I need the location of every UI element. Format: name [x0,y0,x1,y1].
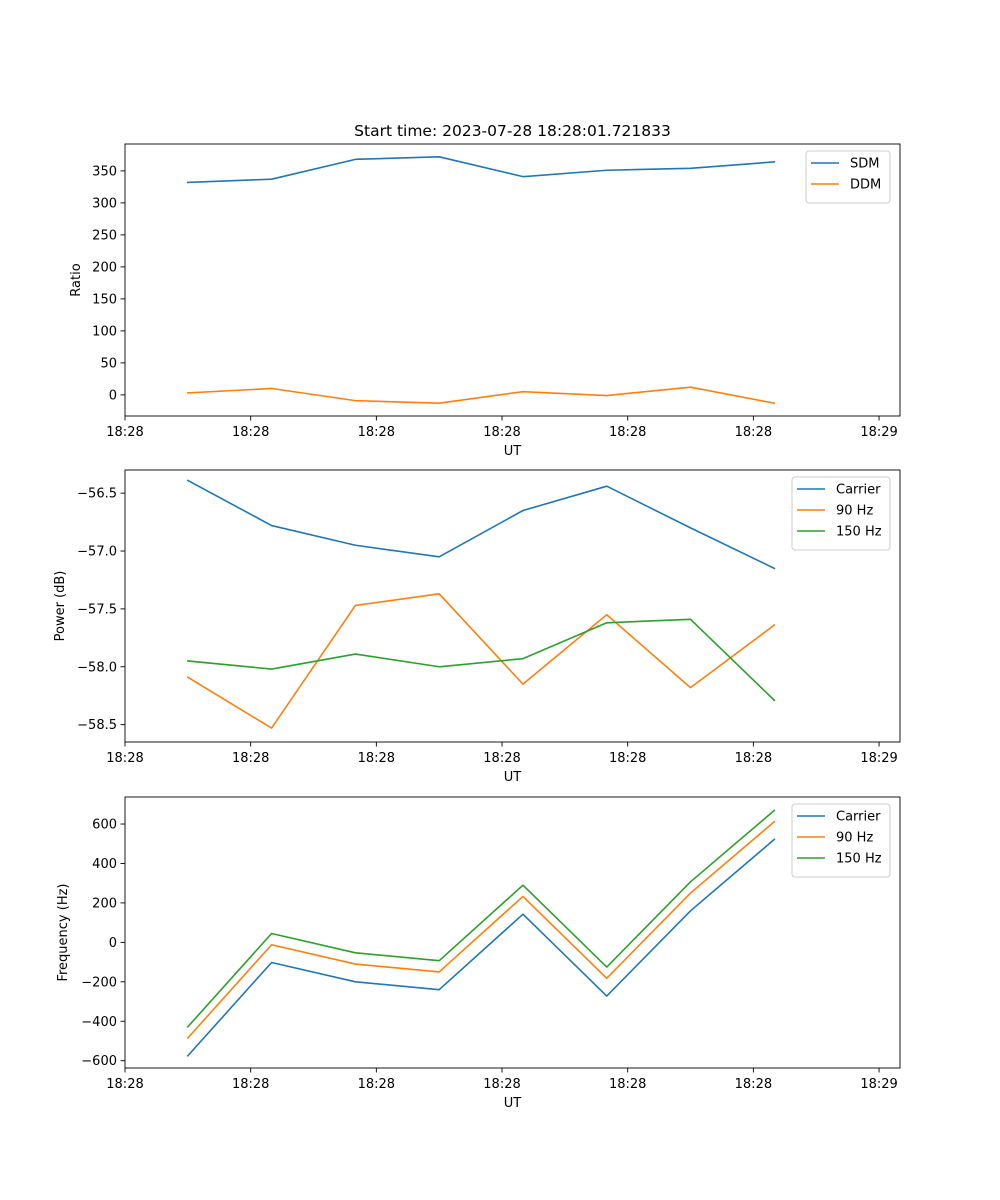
x-tick-label: 18:28 [735,1077,772,1092]
series-line-ddm [186,386,776,405]
y-tick-label: −600 [81,1054,117,1069]
legend-label-150-hz: 150 Hz [836,852,882,867]
series-line-150-hz [186,809,776,1028]
series-line-carrier [186,479,776,570]
legend-label-carrier: Carrier [836,810,881,825]
ratio-panel: 18:28 18:28 18:28 18:28 18:28 18:28 18:29 0 50 10… [69,122,901,459]
frequency-panel: 18:28 18:28 18:28 18:28 18:28 18:28 18:29 −600 −… [56,796,901,1111]
x-tick-label: 18:28 [483,751,520,766]
x-tick-label: 18:28 [358,425,395,440]
axes-frame [124,143,901,417]
x-tick-label: 18:29 [860,425,897,440]
x-tick-label: 18:28 [609,1077,646,1092]
x-tick-label: 18:28 [106,1077,143,1092]
x-tick-label: 18:28 [483,425,520,440]
legend-label-150-hz: 150 Hz [836,525,882,540]
y-tick-label: 0 [109,936,117,951]
series-line-150-hz [186,618,776,702]
legend-label-ddm: DDM [850,178,881,193]
series-line-90-hz [186,820,776,1040]
series-line-carrier [186,838,776,1057]
y-tick-label: 600 [92,818,117,833]
x-tick-label: 18:28 [483,1077,520,1092]
x-axis-label: UT [504,770,522,785]
y-tick-label: 300 [92,196,117,211]
y-tick-label: −400 [81,1015,117,1030]
legend-label-90-hz: 90 Hz [836,504,873,519]
axes-frame [124,469,901,743]
x-tick-label: 18:28 [232,1077,269,1092]
x-tick-label: 18:29 [860,751,897,766]
y-axis-label: Power (dB) [53,571,68,642]
y-tick-label: −56.5 [77,487,117,502]
power-panel: 18:28 18:28 18:28 18:28 18:28 18:28 18:29 −58.5… [53,469,901,785]
y-tick-label: 100 [92,324,117,339]
x-tick-label: 18:28 [735,751,772,766]
series-line-sdm [187,156,776,184]
y-tick-label: −200 [81,975,117,990]
legend-label-90-hz: 90 Hz [836,831,873,846]
y-tick-label: 150 [92,292,117,307]
x-tick-label: 18:28 [609,751,646,766]
legend: SDM DDM [805,150,891,204]
y-tick-label: 50 [100,356,117,371]
x-axis-label: UT [504,1096,522,1111]
y-tick-label: −57.5 [77,602,117,617]
legend: Carrier 90 Hz 150 Hz [791,803,891,878]
x-tick-label: 18:28 [735,425,772,440]
x-tick-label: 18:28 [358,1077,395,1092]
y-tick-label: 350 [92,164,117,179]
y-axis-label: Frequency (Hz) [56,883,71,981]
x-tick-label: 18:29 [860,1077,897,1092]
chart-title: Start time: 2023-07-28 18:28:01.721833 [354,122,671,140]
y-tick-label: 0 [109,388,117,403]
y-tick-label: 250 [92,228,117,243]
x-tick-label: 18:28 [358,751,395,766]
x-tick-label: 18:28 [232,751,269,766]
y-tick-label: −58.5 [77,718,117,733]
legend-label-carrier: Carrier [836,483,881,498]
axes-frame [124,796,901,1069]
y-tick-label: −57.0 [77,545,117,560]
y-tick-label: −58.0 [77,660,117,675]
legend: Carrier 90 Hz 150 Hz [791,476,891,551]
x-tick-label: 18:28 [106,425,143,440]
x-tick-label: 18:28 [106,751,143,766]
x-axis-label: UT [504,444,522,459]
x-tick-label: 18:28 [609,425,646,440]
legend-label-sdm: SDM [850,157,879,172]
y-tick-label: 400 [92,857,117,872]
series-line-90-hz [186,593,776,729]
legend-box [805,150,891,204]
y-tick-label: 200 [92,896,117,911]
x-tick-label: 18:28 [232,425,269,440]
y-axis-label: Ratio [69,263,84,296]
y-tick-label: 200 [92,260,117,275]
